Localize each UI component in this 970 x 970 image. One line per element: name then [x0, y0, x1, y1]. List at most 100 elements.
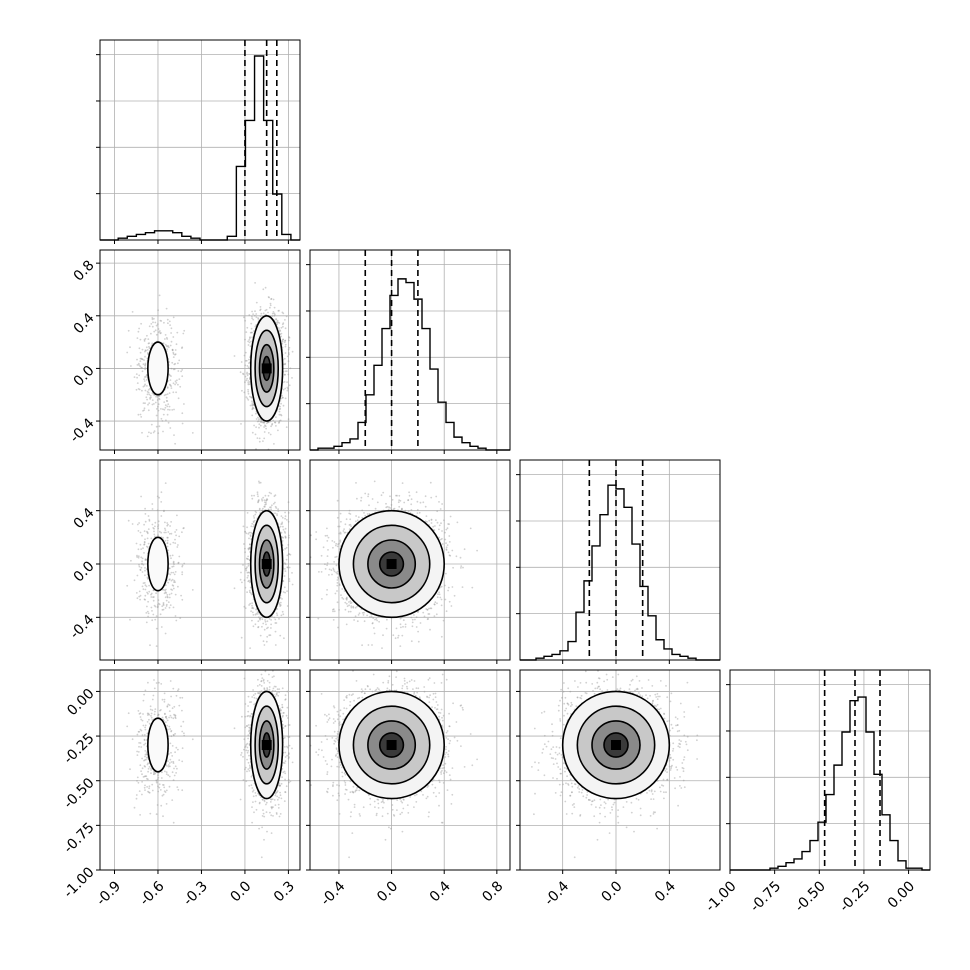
data-point — [140, 322, 143, 325]
data-point — [284, 339, 287, 342]
data-point — [163, 321, 165, 324]
data-point — [138, 327, 141, 330]
data-point — [248, 571, 251, 574]
data-point — [175, 534, 178, 537]
data-point — [247, 366, 250, 369]
data-point — [174, 542, 177, 544]
data-point — [174, 593, 177, 596]
data-point — [173, 434, 175, 436]
data-point — [251, 408, 254, 411]
data-point — [172, 587, 175, 590]
data-point — [164, 338, 166, 340]
data-point — [143, 543, 146, 546]
data-point — [284, 547, 287, 550]
data-point — [286, 389, 289, 392]
data-point — [158, 398, 161, 401]
data-point — [288, 384, 291, 387]
data-point — [171, 409, 174, 411]
data-point — [285, 558, 288, 561]
data-point — [266, 635, 269, 638]
data-point — [288, 566, 291, 569]
data-point — [260, 312, 263, 315]
data-point — [158, 603, 161, 606]
data-point — [162, 536, 164, 539]
data-point — [251, 497, 254, 500]
data-point — [140, 357, 143, 360]
data-point — [287, 348, 290, 351]
data-point — [144, 513, 147, 515]
data-point — [143, 409, 146, 411]
data-point — [287, 352, 290, 354]
data-point — [146, 537, 149, 540]
data-point — [157, 409, 160, 412]
data-point — [265, 623, 267, 626]
data-point — [150, 432, 152, 435]
data-point — [148, 590, 151, 593]
data-point — [250, 331, 253, 334]
data-point — [181, 412, 184, 415]
data-point — [261, 421, 264, 424]
data-point — [139, 357, 142, 360]
data-point — [244, 364, 247, 367]
data-point — [152, 613, 155, 616]
data-point — [172, 382, 175, 385]
data-point — [168, 392, 171, 394]
data-point — [175, 529, 178, 531]
data-point — [157, 527, 160, 530]
data-point — [251, 336, 254, 339]
data-point — [245, 569, 248, 572]
data-point — [245, 359, 248, 362]
data-point — [243, 543, 245, 545]
data-point — [284, 345, 287, 348]
data-point — [145, 396, 148, 399]
data-point — [156, 606, 159, 609]
data-point — [141, 560, 144, 563]
data-point — [262, 640, 265, 643]
data-point — [162, 430, 164, 433]
data-point — [273, 306, 276, 309]
data-point — [140, 566, 143, 569]
data-point — [244, 586, 247, 589]
data-point — [169, 374, 171, 377]
data-point — [144, 364, 146, 367]
data-point — [164, 521, 166, 524]
data-point — [254, 433, 257, 436]
data-point — [167, 421, 170, 424]
data-point — [260, 421, 262, 423]
data-point — [251, 317, 254, 320]
data-point — [165, 592, 168, 594]
data-point — [170, 571, 173, 574]
data-point — [167, 531, 170, 533]
data-point — [246, 374, 249, 377]
data-point — [174, 442, 177, 445]
data-point — [144, 368, 147, 371]
data-point — [139, 360, 142, 362]
data-point — [252, 515, 255, 517]
data-point — [286, 381, 288, 383]
data-point — [254, 282, 256, 284]
data-point — [240, 423, 242, 425]
data-point — [152, 431, 155, 434]
data-point — [172, 356, 175, 358]
data-point — [147, 515, 150, 517]
data-point — [258, 617, 261, 620]
data-point — [169, 427, 172, 429]
panel-frame — [99, 39, 301, 241]
data-point — [247, 390, 250, 393]
panel-2-0: -0.40.00.4 — [67, 459, 301, 664]
data-point — [257, 620, 260, 623]
data-point — [251, 406, 254, 409]
data-point — [140, 495, 143, 498]
data-point — [144, 520, 147, 523]
data-point — [246, 526, 249, 529]
data-point — [247, 340, 250, 343]
data-point — [249, 336, 251, 339]
data-point — [131, 523, 134, 525]
data-point — [155, 408, 158, 410]
data-point — [151, 503, 154, 505]
data-point — [153, 530, 155, 533]
data-point — [178, 378, 181, 380]
data-point — [177, 383, 179, 386]
data-point — [239, 371, 242, 374]
